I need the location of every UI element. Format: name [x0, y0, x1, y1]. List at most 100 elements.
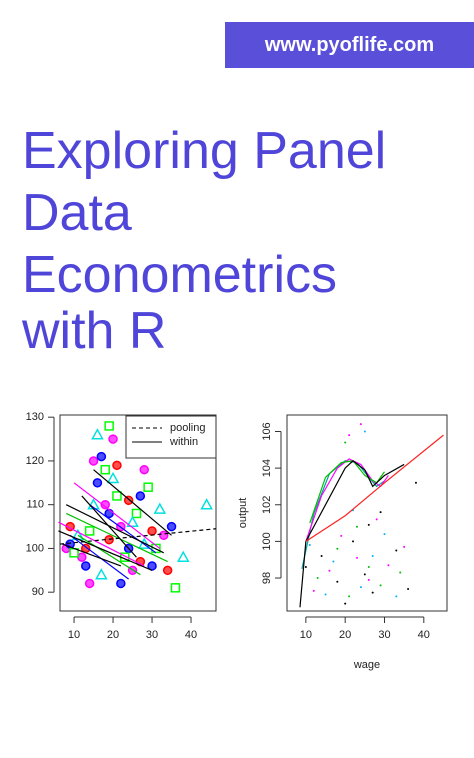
point — [336, 580, 339, 583]
point — [131, 508, 142, 519]
point — [312, 589, 315, 592]
point — [328, 569, 331, 572]
title-line: Econometrics — [22, 246, 337, 304]
point — [139, 464, 149, 475]
site-url[interactable]: www.pyoflife.com — [225, 22, 474, 68]
y-tick-label: 120 — [26, 455, 44, 467]
point — [363, 430, 366, 433]
x-tick-label: 30 — [146, 629, 158, 641]
x-tick-label: 10 — [68, 629, 80, 641]
series-line — [58, 469, 172, 571]
point — [112, 460, 122, 471]
point — [80, 561, 91, 571]
y-tick-label: 106 — [261, 422, 273, 440]
point — [336, 547, 339, 550]
point — [106, 471, 120, 484]
x-tick-label: 10 — [300, 629, 312, 641]
point — [95, 568, 108, 580]
point — [324, 593, 327, 596]
point — [371, 555, 374, 558]
point — [143, 482, 153, 492]
point — [162, 565, 173, 576]
plot-frame — [59, 414, 217, 612]
point — [84, 578, 95, 589]
y-tick-label: 110 — [26, 499, 44, 511]
point — [166, 521, 177, 532]
point — [108, 434, 118, 444]
point — [367, 523, 370, 526]
x-tick-label: 40 — [418, 629, 430, 641]
legend-label: within — [169, 436, 198, 448]
point — [316, 577, 319, 580]
point — [383, 533, 386, 536]
point — [137, 537, 151, 549]
y-tick-label: 104 — [261, 459, 273, 477]
point — [355, 525, 358, 528]
point — [355, 556, 358, 559]
point — [359, 586, 362, 589]
legend-label: pooling — [170, 422, 205, 434]
point — [200, 498, 213, 510]
point — [153, 502, 167, 514]
plot-frame — [286, 414, 448, 612]
point — [340, 534, 343, 537]
point — [304, 566, 307, 569]
point — [92, 478, 103, 488]
x-tick-label: 30 — [378, 629, 390, 641]
point — [126, 515, 139, 527]
point — [367, 566, 370, 569]
y-tick-label: 102 — [261, 496, 273, 514]
point — [116, 578, 126, 589]
point — [77, 552, 87, 562]
point — [176, 550, 190, 562]
point — [332, 560, 335, 563]
series-line — [305, 434, 444, 542]
legend-box — [125, 415, 217, 459]
title-line: with R — [22, 302, 167, 360]
series-line — [69, 504, 157, 580]
point — [367, 578, 370, 581]
point — [112, 491, 122, 501]
series-line — [301, 460, 385, 569]
point — [100, 464, 110, 475]
point — [348, 595, 351, 598]
y-tick-label: 98 — [261, 572, 273, 584]
point — [84, 526, 95, 536]
point — [403, 545, 406, 548]
point — [147, 526, 157, 536]
point — [158, 530, 169, 541]
point — [414, 481, 417, 484]
y-tick-label: 100 — [261, 532, 273, 550]
point — [100, 499, 110, 510]
x-tick-label: 20 — [107, 629, 119, 641]
series-line — [299, 460, 405, 608]
point — [91, 428, 104, 440]
point — [96, 451, 107, 462]
point — [407, 588, 410, 591]
point — [359, 423, 362, 426]
point — [375, 518, 378, 521]
y-axis-label: output — [237, 498, 249, 529]
x-tick-label: 40 — [185, 629, 197, 641]
point — [395, 549, 398, 552]
point — [104, 421, 114, 431]
point — [352, 540, 355, 543]
point — [348, 434, 351, 437]
point — [344, 441, 347, 444]
point — [344, 602, 347, 605]
point — [395, 595, 398, 598]
y-tick-label: 100 — [26, 542, 44, 554]
y-tick-label: 130 — [26, 411, 44, 423]
x-axis-label: wage — [353, 659, 380, 671]
point — [371, 591, 374, 594]
point — [320, 555, 323, 558]
title-line: Exploring Panel — [22, 122, 387, 180]
series-line — [58, 482, 161, 567]
series-line — [59, 528, 217, 545]
point — [308, 544, 311, 547]
title-line: Data — [22, 184, 132, 242]
point — [399, 571, 402, 574]
point — [379, 584, 382, 587]
